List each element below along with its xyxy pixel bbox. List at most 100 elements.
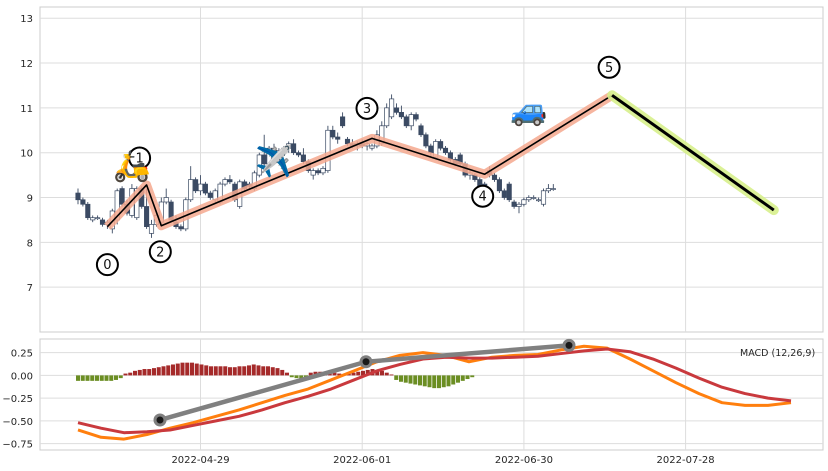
- price-y-tick: 11: [20, 104, 33, 115]
- candle-body: [148, 224, 155, 234]
- candle-body: [521, 199, 527, 205]
- trend-line: [611, 94, 775, 212]
- macd-hist-bar: [218, 366, 223, 376]
- candle-body: [295, 152, 302, 156]
- price-y-tick: 12: [20, 59, 33, 70]
- pivot-marker: [128, 146, 152, 170]
- macd-hist-bar: [380, 370, 384, 376]
- macd-hist-bar: [190, 362, 194, 376]
- price-y-tick: 7: [27, 283, 33, 294]
- macd-hist-bar: [128, 372, 133, 376]
- macd-hist-bar: [384, 372, 389, 376]
- candle-body: [516, 203, 522, 207]
- macd-hist-bar: [470, 375, 475, 378]
- candle-body: [423, 134, 429, 147]
- pivot-label: 3: [363, 102, 371, 117]
- candle-body: [310, 170, 316, 176]
- pivot-marker: [95, 253, 119, 277]
- pivot-marker: [597, 55, 621, 79]
- macd-hist-bar: [446, 375, 451, 387]
- macd-hist-bar: [118, 375, 123, 379]
- macd-hist-bar: [308, 372, 313, 376]
- pivot-label: 5: [605, 61, 613, 76]
- candle-body: [325, 129, 331, 171]
- macd-hist-bar: [142, 369, 147, 376]
- candle-body: [340, 116, 346, 127]
- macd-hist-bar: [180, 362, 185, 376]
- candle-body: [389, 98, 395, 118]
- candle-body: [291, 143, 297, 154]
- car-icon: 🚙: [510, 93, 547, 128]
- pivot-label: 4: [479, 190, 487, 205]
- candle-body: [550, 188, 556, 190]
- divergence-marker-core: [362, 358, 370, 366]
- macd-hist-bar: [237, 366, 242, 376]
- macd-panel: 0.25 0.00 −0.25 −0.50 −0.75: [2, 338, 824, 451]
- macd-hist-bar: [80, 375, 85, 381]
- macd-hist-bar: [422, 375, 427, 387]
- macd-hist-bar: [175, 363, 180, 376]
- macd-y-tick: −0.50: [2, 417, 33, 428]
- price-y-tick: 13: [20, 14, 33, 25]
- candle-body: [418, 125, 424, 136]
- candle-body: [506, 183, 512, 201]
- candle-body: [256, 154, 262, 176]
- macd-hist-bar: [104, 375, 109, 381]
- candle-body: [207, 192, 213, 198]
- macd-hist-bar: [251, 364, 256, 376]
- candle-body: [266, 147, 272, 165]
- macd-hist-bar: [270, 367, 275, 376]
- candle-body: [413, 114, 419, 120]
- macd-hist-bar: [332, 372, 337, 376]
- candle-body: [286, 143, 292, 149]
- macd-hist-bar: [232, 367, 237, 376]
- airplane-icon: ✈️: [255, 143, 292, 180]
- candle-body: [536, 199, 542, 202]
- macd-legend: MACD (12,26,9): [740, 348, 815, 359]
- macd-hist-bar: [133, 370, 137, 376]
- macd-hist-bar: [299, 375, 304, 380]
- candle-body: [90, 217, 96, 221]
- candle-body: [403, 116, 409, 127]
- macd-hist-bar: [365, 369, 370, 376]
- macd-hist-bar: [242, 366, 247, 376]
- macd-hist-bar: [403, 375, 408, 383]
- candle-body: [393, 107, 400, 113]
- macd-hist-bar: [351, 372, 356, 376]
- candle-body: [300, 154, 306, 163]
- divergence-marker-core: [156, 416, 164, 424]
- macd-hist-bar: [441, 375, 446, 388]
- macd-hist-bar: [137, 369, 142, 376]
- macd-hist-bar: [123, 373, 128, 376]
- candle-body: [80, 199, 86, 205]
- macd-hist-bar: [451, 375, 456, 385]
- macd-y-tick: 0.00: [11, 371, 33, 382]
- macd-hist-bar: [427, 375, 432, 388]
- candle-body: [75, 192, 81, 201]
- candle-body: [496, 179, 502, 192]
- macd-hist-bar: [413, 375, 418, 385]
- macd-hist-bar: [456, 375, 460, 383]
- macd-y-tick: 0.25: [11, 349, 33, 360]
- zigzag-line: [106, 94, 613, 228]
- macd-hist-bar: [228, 367, 232, 376]
- candle-body: [193, 179, 199, 192]
- candle-body: [281, 147, 287, 151]
- candle-body: [335, 136, 341, 140]
- candle-body: [276, 150, 282, 154]
- macd-hist-bar: [90, 375, 95, 381]
- pivot-label: 0: [103, 258, 111, 273]
- candle-body: [428, 145, 434, 154]
- candle-body: [85, 203, 91, 219]
- macd-hist-bar: [166, 365, 171, 376]
- macd-hist-bar: [337, 373, 342, 376]
- candle-body: [188, 179, 194, 201]
- candle-body: [202, 183, 208, 194]
- candle-body: [526, 197, 532, 201]
- macd-hist-bar: [460, 375, 465, 381]
- candle-body: [511, 201, 517, 207]
- macd-hist-bar: [275, 368, 280, 376]
- candle-body: [531, 197, 537, 199]
- candle-body: [95, 217, 101, 220]
